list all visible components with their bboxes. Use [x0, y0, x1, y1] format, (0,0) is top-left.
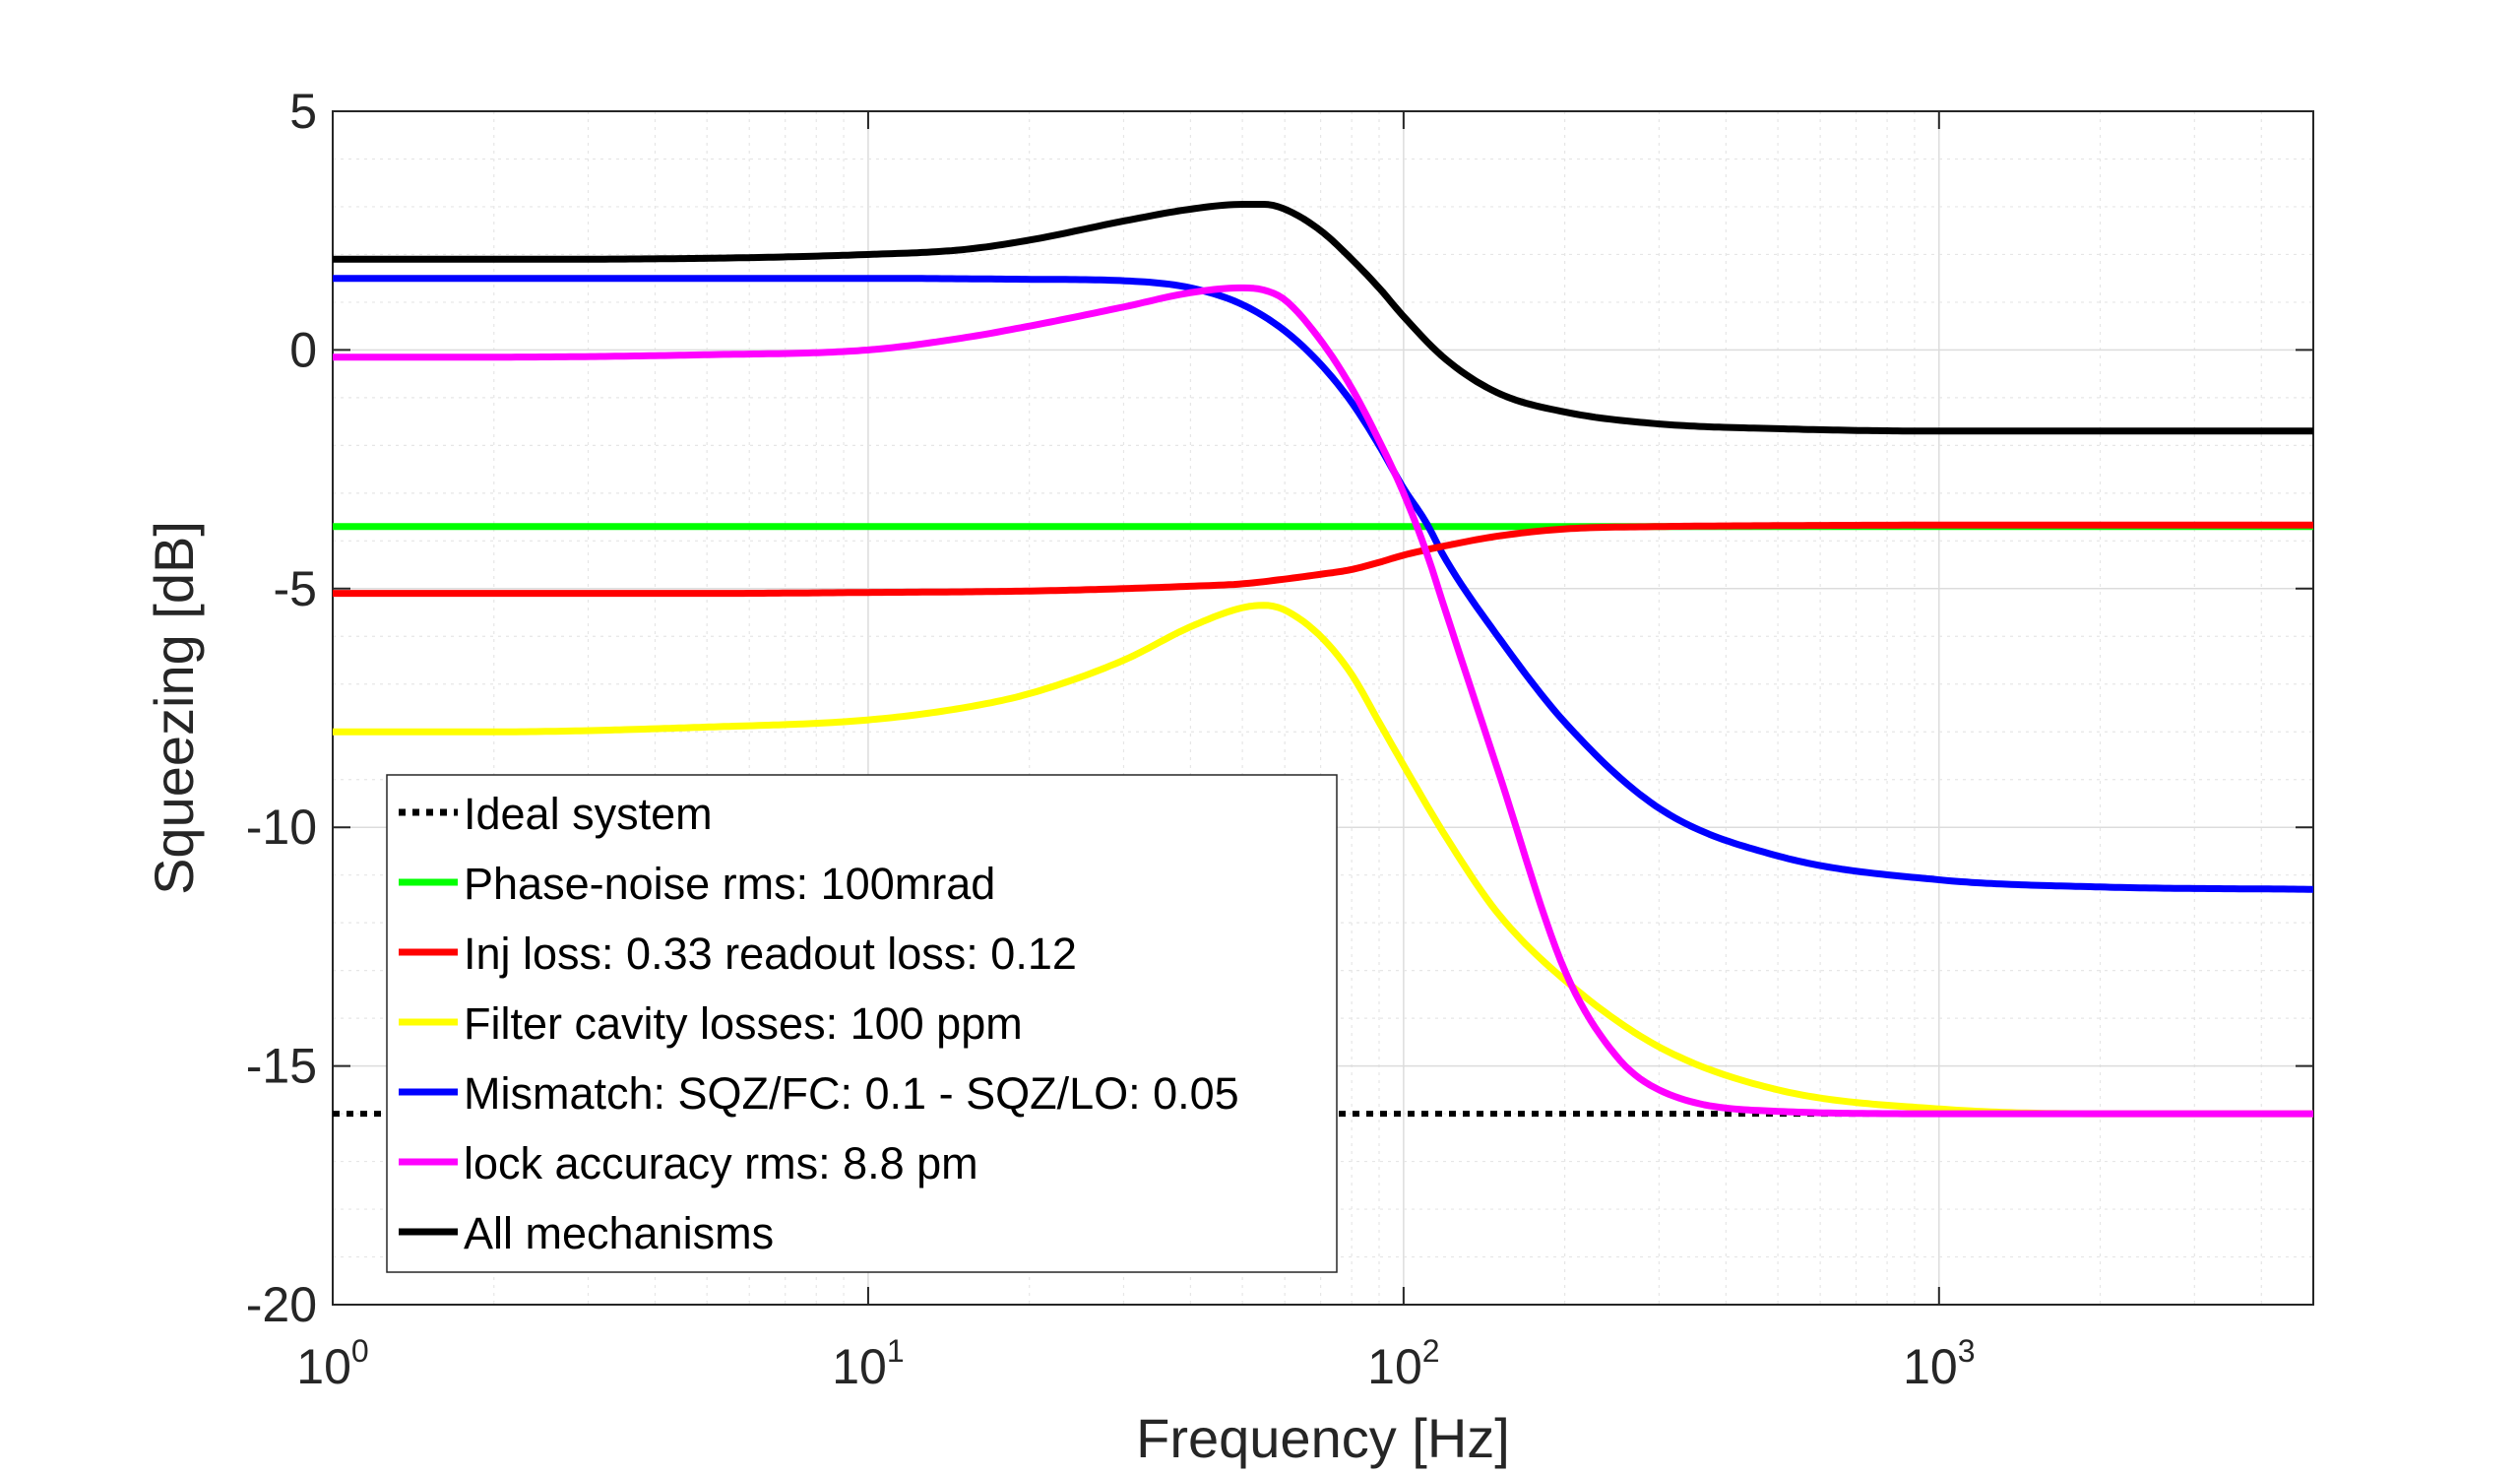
legend-box — [386, 774, 1338, 1273]
x-tick-label: 101 — [832, 1333, 904, 1394]
series-layer — [333, 201, 2313, 1118]
legend: Ideal system Phase-noise rms: 100mrad Inj … — [386, 774, 1338, 1273]
y-tick-label: 0 — [289, 322, 317, 377]
y-axis-label: Squeezing [dB] — [143, 521, 205, 895]
series-line-mismatch-sqz-fc-0-1-sqz-lo-0-05 — [333, 275, 2313, 893]
series-line-lock-accuracy-rms-8-8-pm — [333, 284, 2313, 1118]
x-tick-label: 102 — [1367, 1333, 1439, 1394]
legend-entry-label: Inj loss: 0.33 readout loss: 0.12 — [464, 929, 1077, 979]
plot-area-frame — [332, 110, 2314, 1306]
y-tick-label: -15 — [246, 1039, 317, 1094]
legend-entry-label: Ideal system — [464, 789, 713, 839]
y-tick-label: 5 — [289, 84, 317, 139]
y-tick-label: -20 — [246, 1277, 317, 1332]
series-line-all-mechanisms — [333, 201, 2313, 435]
legend-entry-label: Filter cavity losses: 100 ppm — [464, 998, 1023, 1049]
legend-entry-label: lock accuracy rms: 8.8 pm — [464, 1138, 978, 1188]
legend-entry-label: Mismatch: SQZ/FC: 0.1 - SQZ/LO: 0.05 — [464, 1068, 1239, 1119]
legend-entry-label: Phase-noise rms: 100mrad — [464, 859, 995, 909]
y-tick-label: -5 — [274, 561, 317, 616]
x-tick-label: 100 — [296, 1333, 368, 1394]
y-tick-label: -10 — [246, 800, 317, 855]
x-tick-label: 103 — [1903, 1333, 1975, 1394]
x-axis-label: Frequency [Hz] — [1136, 1407, 1510, 1469]
legend-entry-label: All mechanisms — [464, 1208, 774, 1258]
series-line-inj-loss-0-33-readout-loss-0-12 — [333, 521, 2313, 598]
